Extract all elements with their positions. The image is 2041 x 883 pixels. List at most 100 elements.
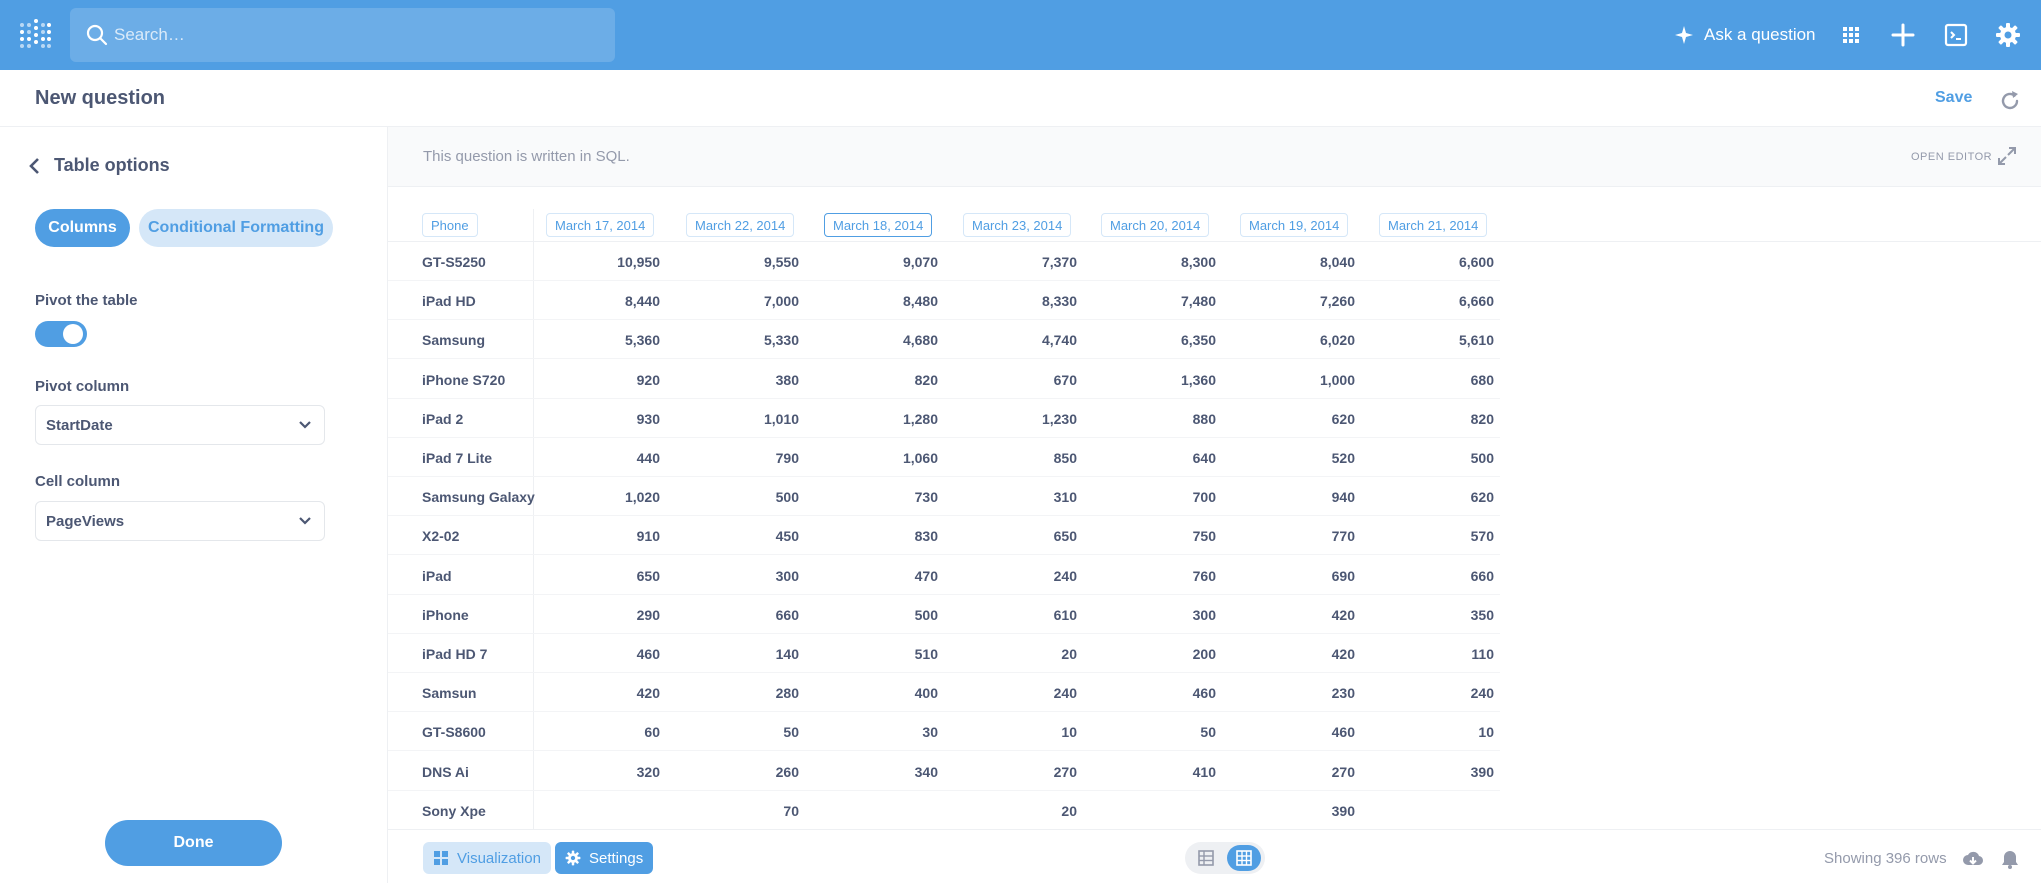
- table-cell[interactable]: 7,480: [1180, 293, 1216, 310]
- raw-table-view-button[interactable]: [1189, 845, 1223, 871]
- table-cell[interactable]: 690: [1331, 567, 1355, 584]
- row-header-cell[interactable]: Samsun: [422, 685, 477, 702]
- table-cell[interactable]: 500: [914, 606, 938, 623]
- row-header-cell[interactable]: iPad: [422, 567, 452, 584]
- table-cell[interactable]: 340: [914, 763, 938, 780]
- table-cell[interactable]: 6,660: [1458, 293, 1494, 310]
- table-cell[interactable]: 790: [775, 450, 799, 466]
- ask-question-button[interactable]: Ask a question: [1674, 22, 1816, 48]
- table-cell[interactable]: 520: [1331, 450, 1355, 466]
- row-header-cell[interactable]: Samsung: [422, 332, 486, 349]
- table-cell[interactable]: 7,260: [1319, 293, 1355, 310]
- table-cell[interactable]: 570: [1470, 528, 1494, 545]
- table-cell[interactable]: 200: [1192, 646, 1216, 662]
- table-cell[interactable]: 620: [1470, 489, 1494, 506]
- table-cell[interactable]: 620: [1331, 410, 1355, 427]
- search-input[interactable]: Search…: [70, 8, 615, 62]
- table-cell[interactable]: 5,330: [763, 332, 799, 349]
- table-cell[interactable]: 240: [1470, 685, 1494, 702]
- tab-conditional-formatting[interactable]: Conditional Formatting: [139, 209, 333, 247]
- table-cell[interactable]: 300: [775, 567, 799, 584]
- table-cell[interactable]: 240: [1053, 567, 1077, 584]
- page-title[interactable]: New question: [35, 87, 166, 109]
- row-header-cell[interactable]: iPad HD: [422, 293, 476, 310]
- download-icon[interactable]: [1962, 848, 1984, 870]
- table-cell[interactable]: 500: [775, 489, 799, 506]
- table-cell[interactable]: 410: [1192, 763, 1216, 780]
- table-cell[interactable]: 460: [1331, 724, 1355, 741]
- table-cell[interactable]: 1,010: [763, 410, 799, 427]
- row-header-cell[interactable]: Samsung Galaxy: [422, 489, 535, 506]
- table-cell[interactable]: 420: [1331, 646, 1355, 662]
- table-cell[interactable]: 50: [783, 724, 799, 741]
- table-cell[interactable]: 60: [644, 724, 660, 741]
- bell-icon[interactable]: [1999, 848, 2021, 870]
- table-cell[interactable]: 8,440: [624, 293, 660, 310]
- column-header-phone[interactable]: Phone: [422, 213, 478, 237]
- table-cell[interactable]: 350: [1470, 606, 1494, 623]
- table-cell[interactable]: 420: [1331, 606, 1355, 623]
- table-cell[interactable]: 390: [1470, 763, 1494, 780]
- table-cell[interactable]: 830: [914, 528, 938, 545]
- table-cell[interactable]: 640: [1192, 450, 1216, 466]
- column-header-date[interactable]: March 23, 2014: [963, 213, 1072, 237]
- table-cell[interactable]: 440: [636, 450, 660, 466]
- table-cell[interactable]: 6,020: [1319, 332, 1355, 349]
- plus-icon[interactable]: [1890, 22, 1916, 48]
- table-cell[interactable]: 20: [1061, 802, 1077, 819]
- table-cell[interactable]: 730: [914, 489, 938, 506]
- expand-icon[interactable]: [1996, 145, 2018, 167]
- table-cell[interactable]: 850: [1053, 450, 1077, 466]
- table-cell[interactable]: 30: [922, 724, 938, 741]
- table-cell[interactable]: 820: [1470, 410, 1494, 427]
- table-cell[interactable]: 500: [1470, 450, 1494, 466]
- row-header-cell[interactable]: iPhone S720: [422, 371, 506, 388]
- table-cell[interactable]: 4,740: [1041, 332, 1077, 349]
- row-header-cell[interactable]: X2-02: [422, 528, 460, 545]
- column-header-date[interactable]: March 18, 2014: [824, 213, 933, 237]
- row-header-cell[interactable]: GT-S5250: [422, 254, 486, 270]
- sql-editor-icon[interactable]: [1943, 22, 1969, 48]
- table-cell[interactable]: 510: [914, 646, 938, 662]
- table-cell[interactable]: 310: [1053, 489, 1077, 506]
- table-cell[interactable]: 400: [914, 685, 938, 702]
- table-cell[interactable]: 10: [1061, 724, 1077, 741]
- pivot-column-select[interactable]: StartDate: [35, 405, 325, 445]
- row-header-cell[interactable]: Sony Xpe: [422, 802, 486, 819]
- row-header-cell[interactable]: iPad 7 Lite: [422, 450, 493, 466]
- table-cell[interactable]: 1,230: [1041, 410, 1077, 427]
- table-cell[interactable]: 240: [1053, 685, 1077, 702]
- pivot-toggle[interactable]: [35, 321, 87, 347]
- table-cell[interactable]: 910: [636, 528, 660, 545]
- cell-column-select[interactable]: PageViews: [35, 501, 325, 541]
- table-cell[interactable]: 20: [1061, 646, 1077, 662]
- open-editor-button[interactable]: OPEN EDITOR: [1911, 151, 1993, 163]
- table-cell[interactable]: 7,000: [763, 293, 799, 310]
- table-cell[interactable]: 140: [775, 646, 799, 662]
- table-cell[interactable]: 610: [1053, 606, 1077, 623]
- visualization-button[interactable]: Visualization: [423, 842, 551, 874]
- table-cell[interactable]: 50: [1200, 724, 1216, 741]
- table-cell[interactable]: 450: [775, 528, 799, 545]
- table-cell[interactable]: 10: [1478, 724, 1494, 741]
- settings-button[interactable]: Settings: [555, 842, 654, 874]
- gear-icon[interactable]: [1995, 22, 2021, 48]
- table-cell[interactable]: 70: [783, 802, 799, 819]
- table-cell[interactable]: 5,360: [624, 332, 660, 349]
- table-cell[interactable]: 700: [1192, 489, 1216, 506]
- table-cell[interactable]: 390: [1331, 802, 1355, 819]
- table-cell[interactable]: 750: [1192, 528, 1216, 545]
- table-cell[interactable]: 770: [1331, 528, 1355, 545]
- table-cell[interactable]: 10,950: [617, 254, 660, 270]
- table-cell[interactable]: 1,360: [1180, 371, 1216, 388]
- table-cell[interactable]: 260: [775, 763, 799, 780]
- table-cell[interactable]: 660: [1470, 567, 1494, 584]
- table-cell[interactable]: 880: [1192, 410, 1216, 427]
- table-cell[interactable]: 230: [1331, 685, 1355, 702]
- table-cell[interactable]: 760: [1192, 567, 1216, 584]
- table-cell[interactable]: 110: [1471, 646, 1494, 662]
- table-cell[interactable]: 470: [914, 567, 938, 584]
- column-header-date[interactable]: March 20, 2014: [1101, 213, 1210, 237]
- table-cell[interactable]: 940: [1331, 489, 1355, 506]
- table-cell[interactable]: 290: [636, 606, 660, 623]
